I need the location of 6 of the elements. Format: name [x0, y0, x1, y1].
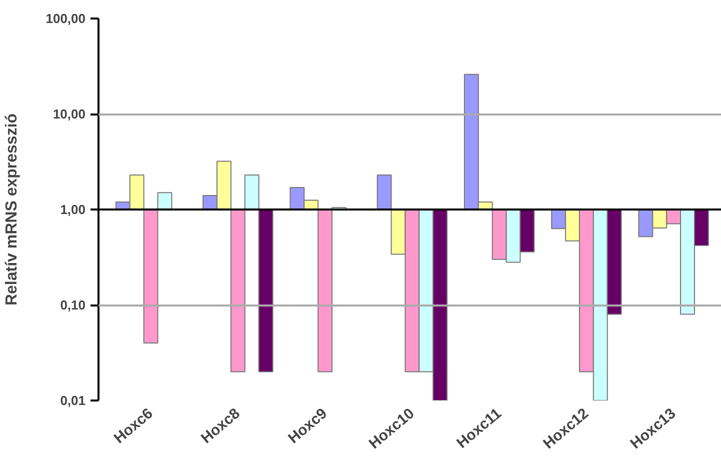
- y-tick-label: 1,00: [60, 202, 86, 217]
- y-axis-title: Relatív mRNS expresszió: [4, 113, 21, 306]
- y-tick-label: 100,00: [46, 11, 86, 26]
- y-tick-label: 0,01: [60, 393, 86, 408]
- y-tick-label: 10,00: [52, 106, 86, 122]
- y-tick-label: 0,10: [60, 298, 86, 312]
